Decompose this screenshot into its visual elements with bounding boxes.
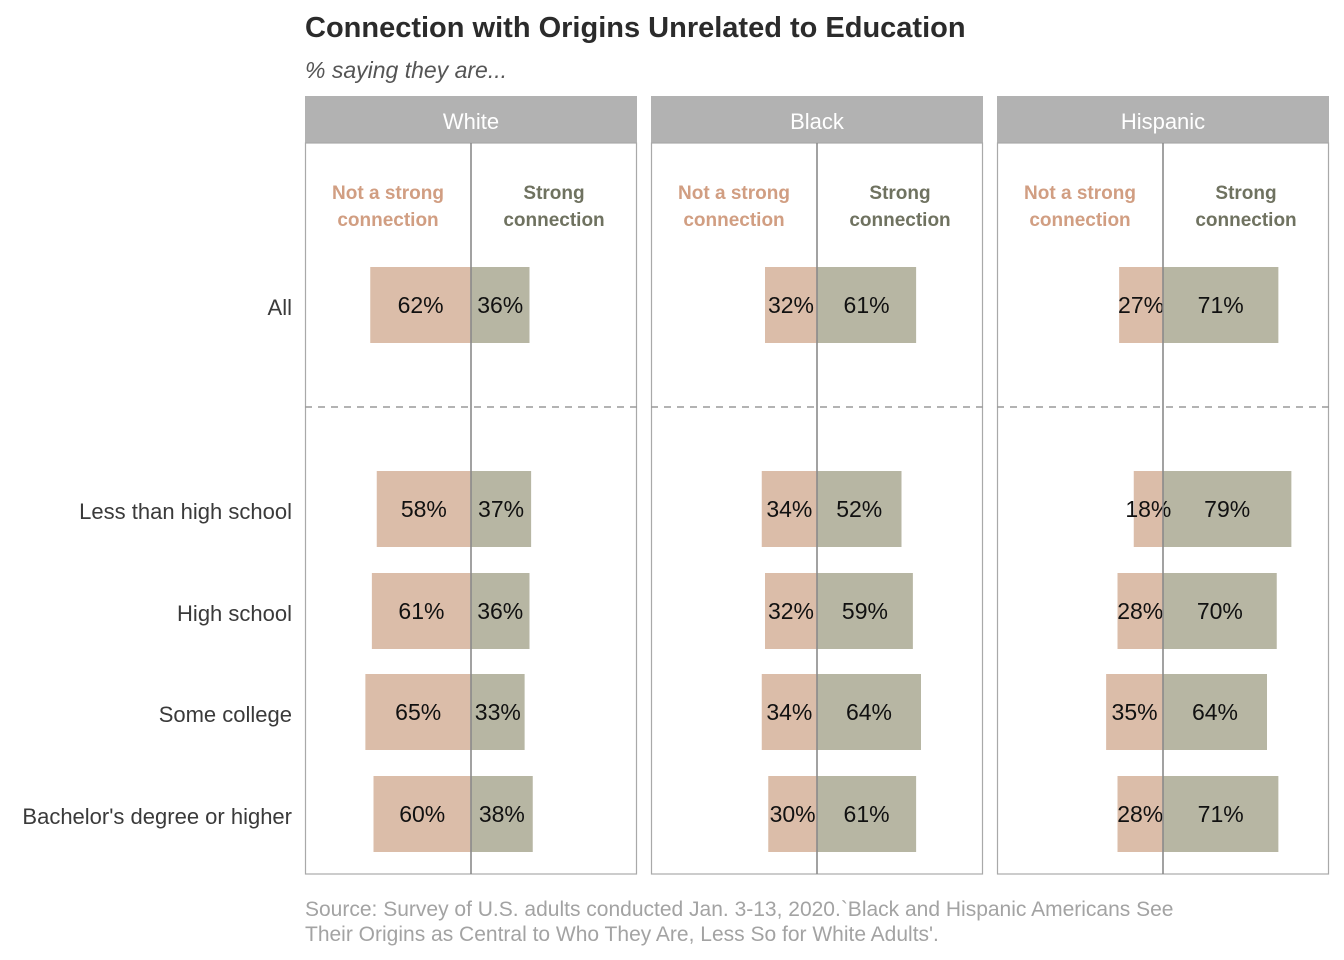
header-strong-hispanic-line-1: Strong: [1215, 183, 1276, 204]
value-strong-black-high-school: 59%: [842, 598, 888, 624]
panel-hispanic: Hispanic Not a strong connection Strong conn…: [996, 96, 1330, 875]
value-strong-hispanic-all: 71%: [1198, 292, 1244, 318]
value-not-strong-black-high-school: 32%: [768, 598, 814, 624]
row-label-all: All: [268, 295, 292, 320]
header-strong-white-line-2: connection: [503, 210, 604, 231]
value-strong-hispanic-bachelor-s-degree-or-higher: 71%: [1198, 801, 1244, 827]
value-not-strong-white-less-than-high-school: 58%: [401, 496, 447, 522]
value-strong-black-all: 61%: [844, 292, 890, 318]
bar-strong-black-high-school: [817, 573, 913, 649]
source-note-line-1: Source: Survey of U.S. adults conducted …: [305, 898, 1173, 921]
value-not-strong-white-some-college: 65%: [395, 699, 441, 725]
bar-not-strong-white-less-than-high-school: [376, 471, 471, 547]
row-label-some-college: Some college: [159, 702, 292, 727]
header-strong-white-line-1: Strong: [523, 183, 584, 204]
value-not-strong-white-high-school: 61%: [398, 598, 444, 624]
bar-not-strong-white-some-college: [365, 674, 471, 750]
bar-strong-black-less-than-high-school: [817, 471, 902, 547]
value-strong-black-less-than-high-school: 52%: [836, 496, 882, 522]
value-not-strong-white-all: 62%: [398, 292, 444, 318]
bar-strong-hispanic-bachelor-s-degree-or-higher: [1163, 776, 1279, 852]
value-not-strong-hispanic-high-school: 28%: [1117, 598, 1163, 624]
value-not-strong-black-less-than-high-school: 34%: [766, 496, 812, 522]
header-strong-black-line-2: connection: [849, 210, 950, 231]
bar-not-strong-white-bachelor-s-degree-or-higher: [373, 776, 471, 852]
bar-strong-white-less-than-high-school: [471, 471, 532, 547]
facet-panels: White Not a strong connection Strong connect…: [304, 96, 1330, 875]
bar-not-strong-hispanic-all: [1119, 267, 1163, 343]
value-strong-black-bachelor-s-degree-or-higher: 61%: [844, 801, 890, 827]
bar-strong-white-some-college: [471, 674, 525, 750]
bar-strong-black-bachelor-s-degree-or-higher: [817, 776, 917, 852]
strip-label-hispanic: Hispanic: [1121, 109, 1205, 134]
bar-not-strong-black-some-college: [761, 674, 817, 750]
header-not-strong-hispanic-line-1: Not a strong: [1024, 183, 1136, 204]
value-strong-white-all: 36%: [477, 292, 523, 318]
strip-black: [651, 96, 983, 143]
row-label-high-school: High school: [177, 601, 292, 626]
bar-strong-black-all: [817, 267, 917, 343]
bar-strong-hispanic-all: [1163, 267, 1279, 343]
strip-label-black: Black: [790, 109, 845, 134]
header-strong-hispanic-line-2: connection: [1195, 210, 1296, 231]
value-not-strong-black-all: 32%: [768, 292, 814, 318]
bar-not-strong-hispanic-high-school: [1117, 573, 1163, 649]
value-strong-white-some-college: 33%: [475, 699, 521, 725]
header-not-strong-black-line-1: Not a strong: [678, 183, 790, 204]
value-strong-white-less-than-high-school: 37%: [478, 496, 524, 522]
panel-white: White Not a strong connection Strong connect…: [304, 96, 638, 875]
row-label-bachelor-s-degree-or-higher: Bachelor's degree or higher: [22, 804, 292, 829]
strip-hispanic: [997, 96, 1329, 143]
bar-strong-white-bachelor-s-degree-or-higher: [471, 776, 533, 852]
value-strong-black-some-college: 64%: [846, 699, 892, 725]
bar-not-strong-hispanic-some-college: [1106, 674, 1163, 750]
value-not-strong-hispanic-less-than-high-school: 18%: [1125, 496, 1171, 522]
header-not-strong-black-line-2: connection: [683, 210, 784, 231]
bar-not-strong-black-bachelor-s-degree-or-higher: [768, 776, 817, 852]
bar-strong-white-all: [471, 267, 530, 343]
bar-not-strong-hispanic-less-than-high-school: [1133, 471, 1163, 547]
bar-not-strong-white-all: [370, 267, 471, 343]
row-labels: All Less than high school High school Some …: [22, 295, 292, 829]
value-not-strong-hispanic-some-college: 35%: [1112, 699, 1158, 725]
header-not-strong-white-line-2: connection: [337, 210, 438, 231]
chart-subtitle: % saying they are...: [305, 57, 507, 83]
value-not-strong-white-bachelor-s-degree-or-higher: 60%: [399, 801, 445, 827]
bar-not-strong-black-high-school: [765, 573, 817, 649]
bar-not-strong-black-less-than-high-school: [761, 471, 817, 547]
bar-not-strong-black-all: [765, 267, 817, 343]
bar-strong-black-some-college: [817, 674, 921, 750]
source-note-line-2: Their Origins as Central to Who They Are…: [305, 923, 939, 946]
chart-title: Connection with Origins Unrelated to Edu…: [305, 12, 966, 44]
row-label-less-than-high-school: Less than high school: [79, 499, 292, 524]
header-not-strong-white-line-1: Not a strong: [332, 183, 444, 204]
bar-strong-hispanic-high-school: [1163, 573, 1277, 649]
value-strong-hispanic-less-than-high-school: 79%: [1204, 496, 1250, 522]
bar-not-strong-hispanic-bachelor-s-degree-or-higher: [1117, 776, 1163, 852]
bar-not-strong-white-high-school: [371, 573, 471, 649]
value-not-strong-hispanic-all: 27%: [1118, 292, 1164, 318]
strip-label-white: White: [443, 109, 499, 134]
strip-white: [305, 96, 637, 143]
value-strong-white-bachelor-s-degree-or-higher: 38%: [479, 801, 525, 827]
value-not-strong-black-some-college: 34%: [766, 699, 812, 725]
value-not-strong-black-bachelor-s-degree-or-higher: 30%: [770, 801, 816, 827]
value-strong-white-high-school: 36%: [477, 598, 523, 624]
panel-black: Black Not a strong connection Strong connect…: [650, 96, 984, 875]
value-not-strong-hispanic-bachelor-s-degree-or-higher: 28%: [1117, 801, 1163, 827]
bar-strong-hispanic-less-than-high-school: [1163, 471, 1292, 547]
header-strong-black-line-1: Strong: [869, 183, 930, 204]
bar-strong-white-high-school: [471, 573, 530, 649]
value-strong-hispanic-high-school: 70%: [1197, 598, 1243, 624]
value-strong-hispanic-some-college: 64%: [1192, 699, 1238, 725]
header-not-strong-hispanic-line-2: connection: [1029, 210, 1130, 231]
bar-strong-hispanic-some-college: [1163, 674, 1267, 750]
